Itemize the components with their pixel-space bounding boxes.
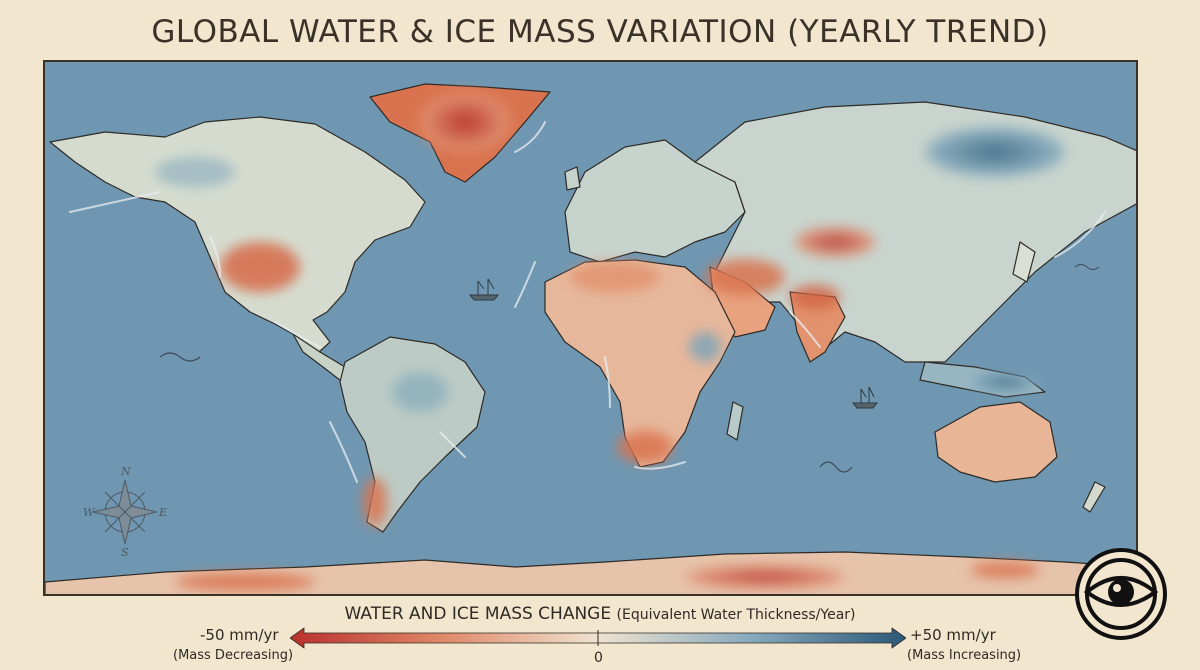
new-zealand	[1082, 481, 1106, 513]
compass-rose-icon	[92, 479, 158, 545]
us-southwest-loss	[220, 242, 300, 292]
current-arrow	[439, 431, 466, 458]
current-arrow	[1054, 211, 1106, 258]
current-arrow	[789, 311, 821, 348]
current-arrow	[329, 421, 358, 483]
indonesia-gain	[970, 372, 1040, 392]
compass-w: W	[83, 506, 96, 519]
legend-max-note: (Mass Increasing)	[907, 648, 1022, 663]
greenland-loss	[420, 92, 510, 152]
sea-creature-icon	[159, 352, 201, 362]
current-arrow	[604, 356, 611, 408]
current-arrow	[514, 261, 536, 308]
current-arrow	[514, 121, 546, 153]
current-arrow	[209, 236, 221, 278]
antarctica	[45, 551, 1136, 594]
east-africa-gain	[689, 332, 721, 362]
central-asia-loss	[795, 227, 875, 257]
antarctica-peninsula-loss	[175, 573, 315, 591]
world-map[interactable]: N S E W	[43, 60, 1138, 596]
legend-subtitle: (Equivalent Water Thickness/Year)	[616, 607, 856, 623]
ship-icon	[851, 386, 879, 409]
legend-max-label: +50 mm/yr	[910, 626, 996, 644]
india-north-loss	[790, 285, 840, 309]
amazon-gain	[392, 372, 448, 412]
eye-logo-icon	[1075, 548, 1167, 640]
sea-creature-icon	[1074, 264, 1100, 270]
legend-color-bar	[290, 627, 906, 649]
legend-min-note: (Mass Decreasing)	[173, 648, 294, 663]
australia	[934, 401, 1058, 483]
canada-gain	[155, 157, 235, 187]
antarctica-east-loss	[970, 562, 1040, 578]
north-africa-loss	[570, 262, 660, 292]
legend-mid-label: 0	[594, 650, 603, 666]
patagonia-loss	[363, 477, 387, 527]
sea-creature-icon	[819, 461, 853, 473]
south-africa-loss	[617, 431, 673, 463]
current-arrow	[634, 461, 686, 470]
legend-min-label: -50 mm/yr	[200, 626, 279, 644]
north-america	[49, 116, 426, 355]
current-arrow	[69, 191, 161, 213]
africa	[544, 259, 736, 468]
antarctica-west-loss	[685, 565, 845, 589]
middle-east-loss	[705, 259, 785, 295]
europe	[564, 139, 746, 263]
siberia-gain	[925, 127, 1065, 177]
japan	[1012, 241, 1036, 283]
madagascar	[726, 401, 744, 441]
compass-s: S	[121, 546, 129, 559]
compass-n: N	[120, 465, 131, 478]
legend-title: WATER AND ICE MASS CHANGE (Equivalent Wa…	[0, 604, 1200, 624]
legend-title-main: WATER AND ICE MASS CHANGE	[344, 604, 612, 624]
ship-icon	[468, 278, 500, 301]
british-isles	[564, 166, 581, 191]
current-arrow	[274, 321, 321, 348]
map-title: GLOBAL WATER & ICE MASS VARIATION (YEARL…	[151, 14, 1049, 50]
compass-e: E	[158, 506, 167, 519]
